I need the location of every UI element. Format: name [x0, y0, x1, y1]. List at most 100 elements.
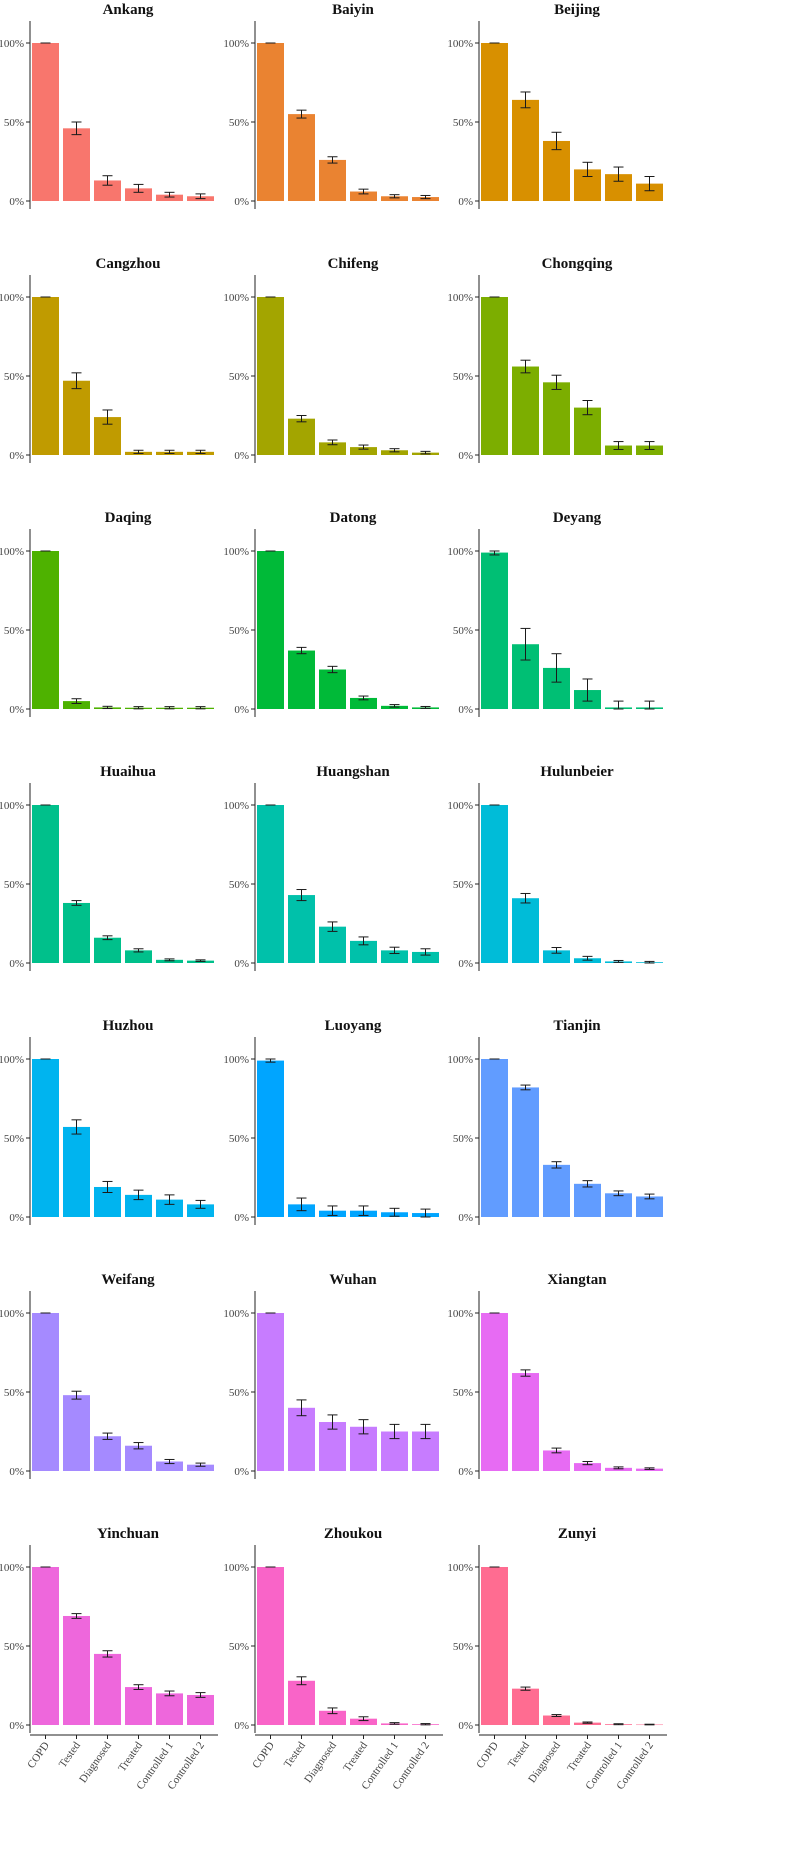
x-tick-label: COPD: [25, 1740, 52, 1771]
error-bar: [389, 1423, 400, 1440]
x-tick-label: Tested: [57, 1739, 83, 1770]
error-bar: [613, 1190, 624, 1197]
y-tick-label: 100%: [0, 1308, 24, 1320]
y-tick-label: 100%: [0, 292, 24, 304]
bar-controlled-1: [381, 450, 408, 455]
error-bar: [71, 1613, 82, 1619]
bar-treated: [574, 1722, 601, 1725]
facet-panel-datong: Datong 0% 50% 100%: [223, 510, 439, 717]
error-bar: [71, 1390, 82, 1400]
error-bar: [644, 441, 655, 450]
error-bar: [102, 1180, 113, 1194]
bar-tested: [63, 1395, 90, 1471]
y-tick-label: 100%: [447, 800, 473, 812]
y-tick-label: 0%: [458, 450, 473, 462]
bar-controlled-2: [636, 445, 663, 455]
error-bar: [358, 188, 369, 195]
facet-panel-xiangtan: Xiangtan 0% 50% 100%: [447, 1272, 663, 1479]
bar-controlled-2: [187, 1694, 214, 1725]
facet-title: Baiyin: [332, 2, 374, 18]
facet-panel-cangzhou: Cangzhou 0% 50% 100%: [0, 256, 214, 463]
bar-tested: [512, 898, 539, 963]
bar-copd: [257, 43, 284, 201]
facet-panel-hulunbeier: Hulunbeier 0% 50% 100%: [447, 764, 663, 971]
bar-controlled-1: [605, 445, 632, 455]
error-bar: [195, 1199, 206, 1209]
facet-panel-weifang: Weifang 0% 50% 100%: [0, 1272, 214, 1479]
error-bar: [327, 1414, 338, 1430]
facet-panel-chongqing: Chongqing 0% 50% 100%: [447, 256, 663, 463]
facet-panel-huangshan: Huangshan 0% 50% 100%: [223, 764, 439, 971]
y-tick-label: 100%: [447, 1562, 473, 1574]
bar-diagnosed: [543, 1450, 570, 1471]
error-bar: [195, 706, 206, 710]
bar-tested: [288, 114, 315, 201]
bar-copd: [257, 1060, 284, 1217]
y-tick-label: 0%: [234, 1466, 249, 1478]
x-tick-label: Treated: [565, 1739, 594, 1773]
error-bar: [420, 1423, 431, 1440]
error-bar: [327, 156, 338, 164]
y-tick-label: 0%: [234, 958, 249, 970]
bar-copd: [481, 552, 508, 709]
error-bar: [644, 1723, 655, 1726]
bar-diagnosed: [94, 1653, 121, 1725]
bar-tested: [63, 902, 90, 963]
bar-tested: [512, 1087, 539, 1217]
y-tick-label: 0%: [9, 704, 24, 716]
facet-panel-chifeng: Chifeng 0% 50% 100%: [223, 256, 439, 463]
y-tick-label: 50%: [453, 1133, 473, 1145]
error-bar: [489, 550, 500, 556]
bar-copd: [32, 551, 59, 709]
bar-copd: [32, 1313, 59, 1471]
error-bar: [582, 161, 593, 178]
y-tick-label: 50%: [229, 625, 249, 637]
error-bar: [133, 706, 144, 710]
bar-tested: [512, 366, 539, 455]
y-tick-label: 0%: [458, 958, 473, 970]
y-tick-label: 50%: [4, 371, 24, 383]
y-tick-label: 0%: [9, 196, 24, 208]
y-tick-label: 0%: [458, 1212, 473, 1224]
error-bar: [296, 1399, 307, 1417]
bar-treated: [125, 1445, 152, 1471]
x-tick-label: Diagnosed: [77, 1739, 114, 1785]
facet-panel-wuhan: Wuhan 0% 50% 100%: [223, 1272, 439, 1479]
y-tick-label: 50%: [229, 1133, 249, 1145]
bar-diagnosed: [94, 937, 121, 963]
error-bar: [133, 1442, 144, 1450]
error-bar: [358, 444, 369, 450]
bar-copd: [257, 1567, 284, 1725]
error-bar: [551, 1714, 562, 1717]
y-tick-label: 100%: [447, 1308, 473, 1320]
x-tick-label: COPD: [474, 1740, 501, 1771]
y-tick-label: 0%: [9, 1720, 24, 1732]
facet-panel-daqing: Daqing 0% 50% 100%: [0, 510, 214, 717]
y-tick-label: 0%: [9, 1466, 24, 1478]
bar-treated: [125, 1687, 152, 1725]
error-bar: [102, 935, 113, 941]
bar-copd: [481, 1059, 508, 1217]
bar-controlled-1: [381, 950, 408, 963]
error-bar: [296, 109, 307, 119]
y-tick-label: 0%: [234, 704, 249, 716]
error-bar: [389, 704, 400, 708]
error-bar: [582, 955, 593, 961]
y-tick-label: 0%: [458, 1466, 473, 1478]
bar-treated: [574, 1463, 601, 1471]
bar-diagnosed: [319, 442, 346, 455]
bar-controlled-1: [605, 1467, 632, 1471]
error-bar: [327, 921, 338, 932]
y-tick-label: 50%: [4, 625, 24, 637]
bar-copd: [32, 1059, 59, 1217]
y-tick-label: 50%: [453, 371, 473, 383]
facet-panel-ankang: Ankang 0% 50% 100%: [0, 2, 214, 209]
y-tick-label: 0%: [9, 1212, 24, 1224]
bar-copd: [257, 551, 284, 709]
y-tick-label: 50%: [229, 1387, 249, 1399]
bar-copd: [32, 1567, 59, 1725]
error-bar: [520, 359, 531, 374]
bar-treated: [125, 188, 152, 201]
x-tick-label: Diagnosed: [526, 1739, 563, 1785]
